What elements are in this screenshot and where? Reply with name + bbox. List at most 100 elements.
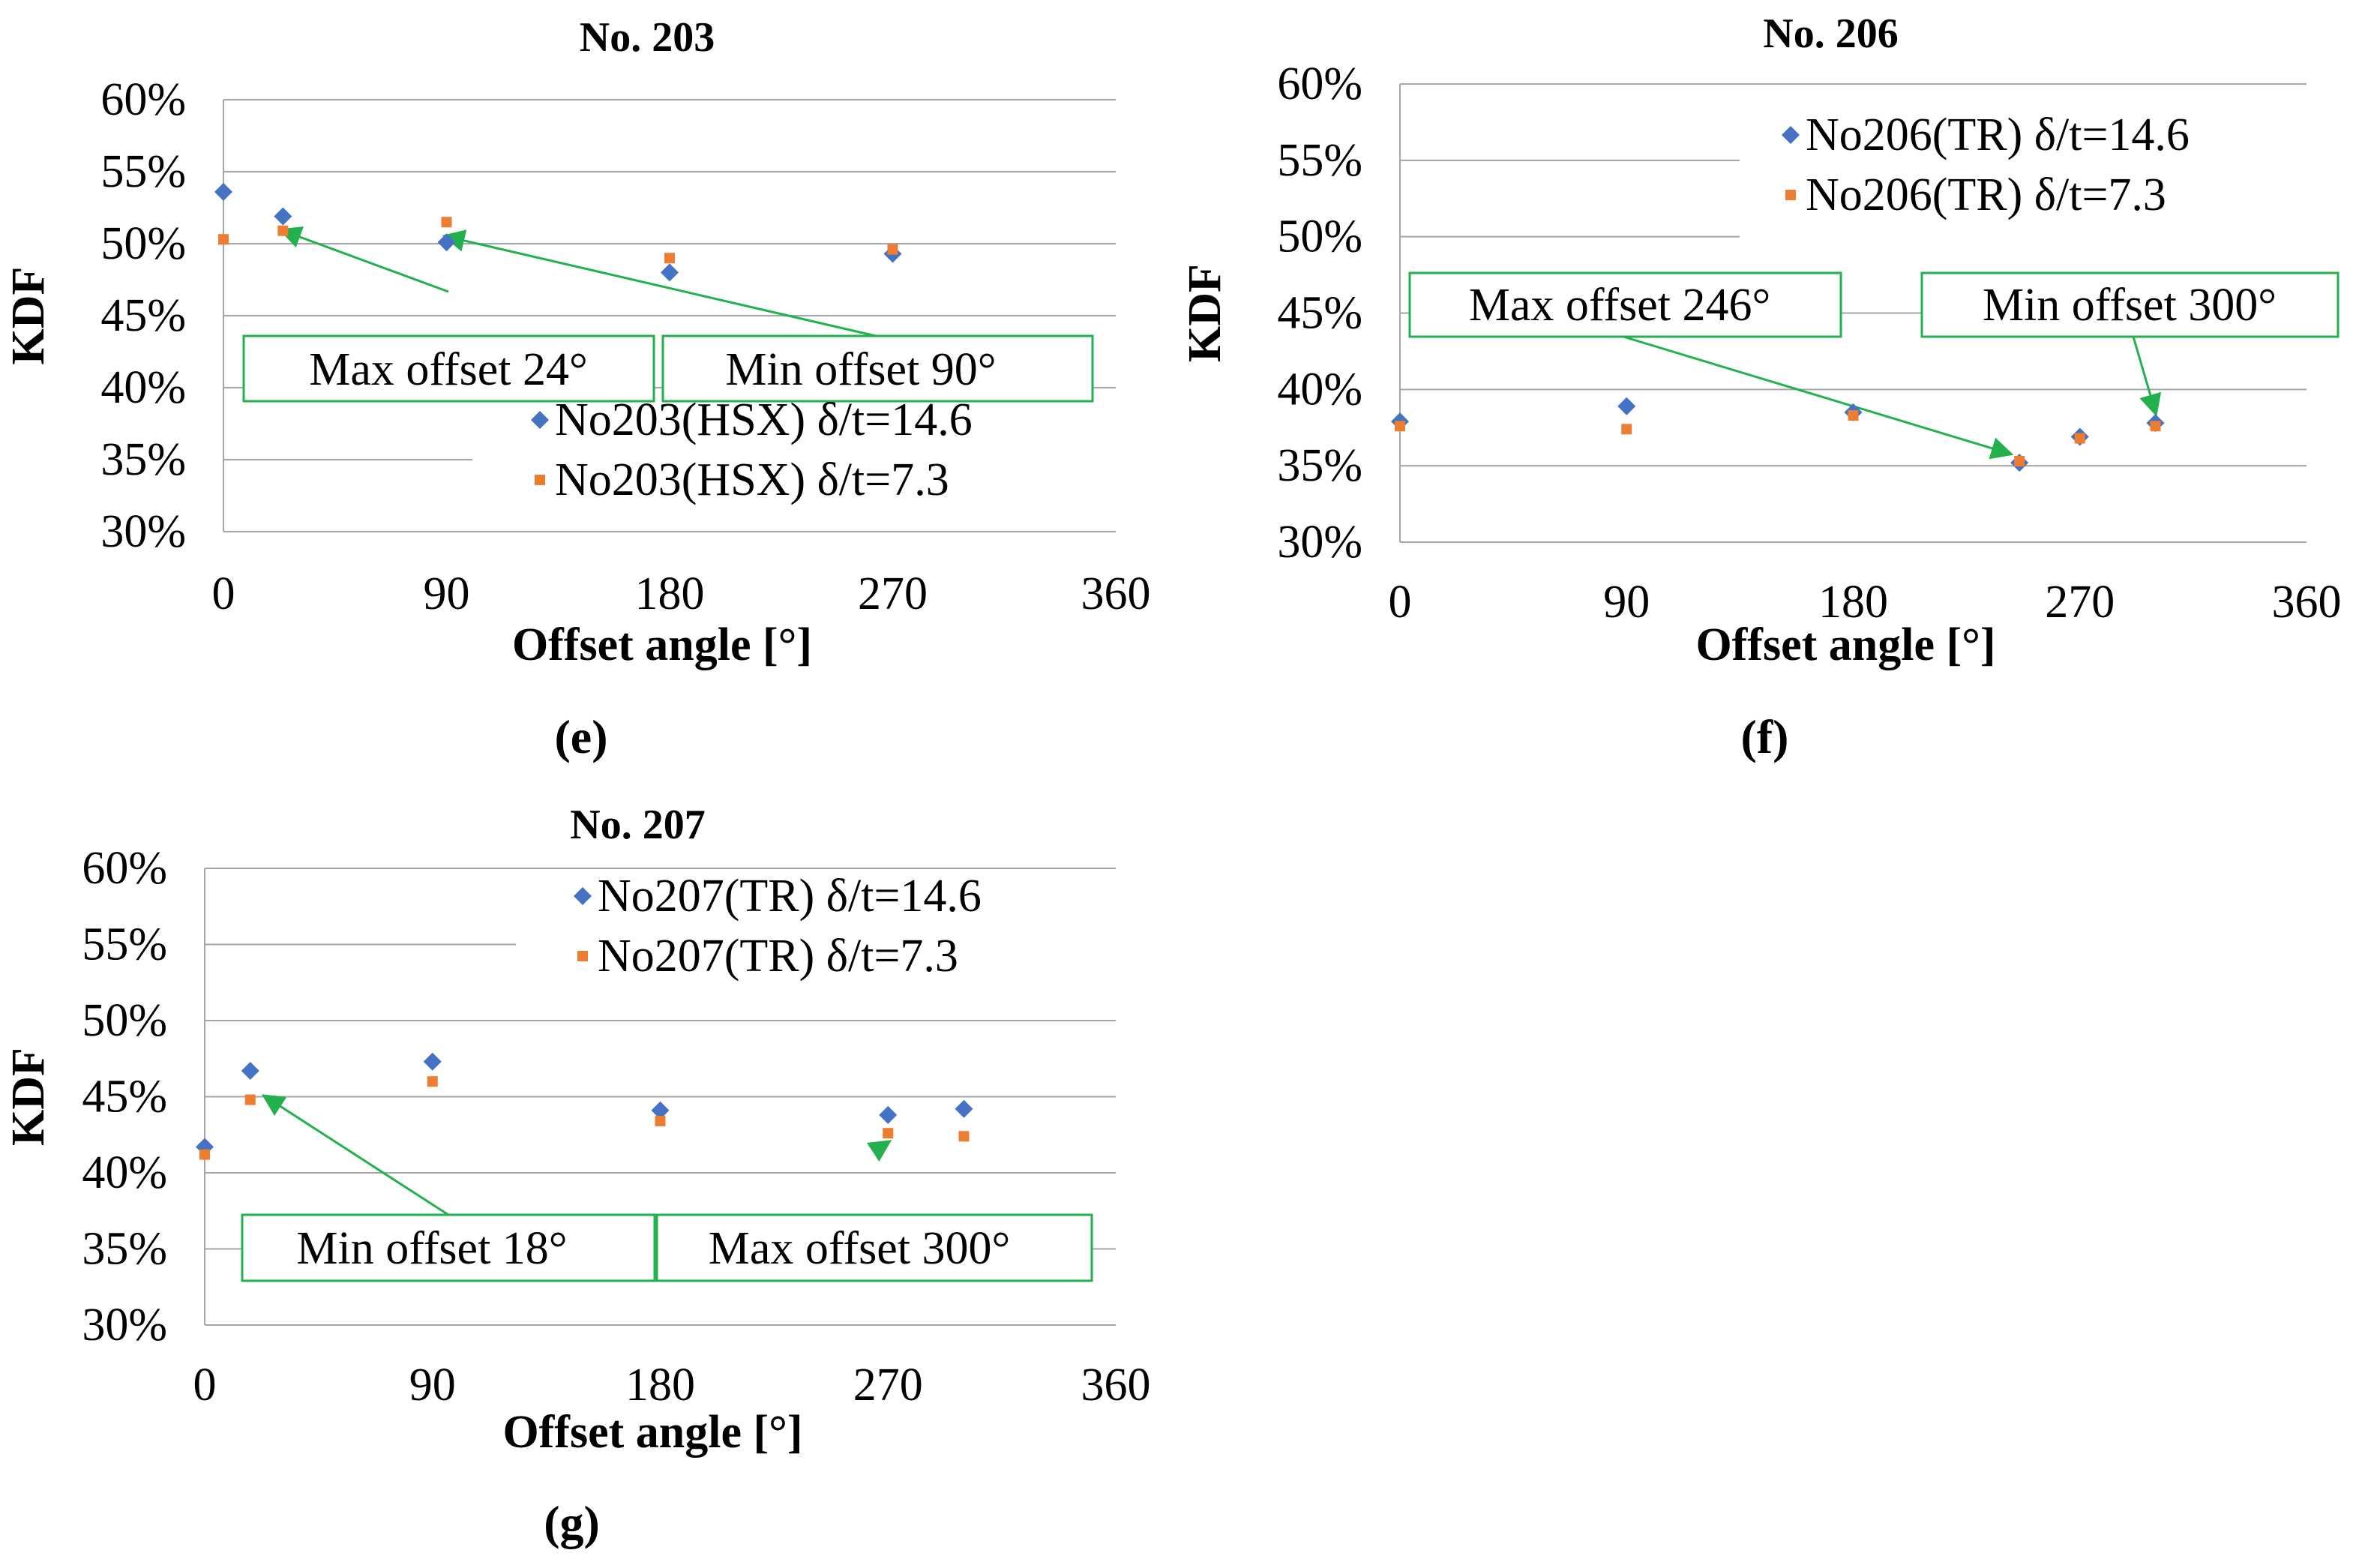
legend-label: No206(TR) δ/t=14.6	[1806, 109, 2190, 160]
data-point	[1395, 421, 1405, 432]
data-point	[2074, 433, 2085, 444]
y-tick-label: 60%	[82, 843, 167, 894]
data-point	[879, 1105, 898, 1124]
y-tick-label: 45%	[1277, 288, 1362, 339]
legend-marker	[577, 951, 588, 961]
legend-marker	[531, 411, 549, 429]
data-point	[1617, 397, 1636, 415]
x-tick-label: 270	[2045, 577, 2115, 628]
x-tick-label: 270	[853, 1360, 923, 1411]
y-tick-label: 55%	[82, 919, 167, 970]
chart-g: No. 207 30% 35% 40% 45% 50% 55% 60% 0 90 180 270 360…	[3, 802, 1151, 1549]
data-point	[441, 217, 452, 228]
y-tick-label: 45%	[82, 1072, 167, 1123]
y-tick-label: 30%	[100, 506, 186, 557]
annotation-arrow	[2132, 336, 2162, 417]
data-point	[2014, 456, 2025, 467]
y-tick-label: 30%	[82, 1300, 167, 1351]
data-point	[437, 233, 456, 252]
y-tick-label: 60%	[100, 74, 186, 125]
y-tick-label: 50%	[1277, 211, 1362, 262]
data-point	[277, 225, 289, 236]
data-point	[1848, 409, 1859, 421]
data-point	[241, 1061, 259, 1080]
legend-label: No207(TR) δ/t=7.3	[598, 931, 958, 982]
y-tick-label: 40%	[82, 1147, 167, 1198]
annotation-text: Min offset 90°	[725, 344, 996, 395]
annotation-text: Min offset 18°	[296, 1223, 567, 1274]
annotation-arrow	[278, 226, 449, 293]
legend-marker	[574, 887, 592, 905]
x-tick-label: 360	[2272, 577, 2342, 628]
x-tick-label: 270	[858, 568, 928, 619]
annotation-arrow	[442, 229, 877, 337]
data-point	[883, 1128, 894, 1139]
x-tick-label: 180	[635, 568, 705, 619]
y-tick-label: 55%	[100, 146, 186, 197]
y-tick-label: 40%	[1277, 364, 1362, 415]
x-tick-label: 0	[212, 568, 235, 619]
x-tick-label: 0	[193, 1360, 217, 1411]
x-tick-label: 180	[625, 1360, 695, 1411]
annotation-arrow	[866, 1140, 892, 1162]
y-tick-label: 35%	[100, 434, 186, 485]
chart-title: No. 206	[1763, 10, 1898, 57]
annotation-text: Max offset 24°	[309, 344, 588, 395]
annotation-text: Min offset 300°	[1983, 280, 2277, 331]
data-point	[651, 1101, 670, 1120]
y-tick-label: 35%	[82, 1224, 167, 1275]
data-point	[655, 1115, 666, 1126]
annotation-text: Max offset 246°	[1469, 280, 1771, 331]
annotation-arrow	[261, 1094, 449, 1216]
annotation-box	[661, 334, 1094, 403]
data-point	[218, 234, 229, 245]
legend-label: No203(HSX) δ/t=7.3	[555, 454, 949, 505]
legend-label: No203(HSX) δ/t=14.6	[555, 394, 973, 445]
y-tick-label: 45%	[100, 290, 186, 341]
chart-e: No. 203 30% 35% 40% 45% 50% 55% 60% 0 90 180 270 360…	[3, 14, 1151, 763]
x-tick-label: 180	[1818, 577, 1888, 628]
panel-caption: (e)	[554, 710, 607, 763]
annotation-arrow	[1623, 335, 2014, 460]
x-tick-label: 360	[1081, 1360, 1151, 1411]
legend-marker	[1785, 190, 1796, 200]
y-axis-title: KDF	[1179, 264, 1230, 362]
chart-title: No. 203	[580, 14, 715, 61]
chart-f: No. 206 30% 35% 40% 45% 50% 55% 60% 0 90 180 270 360…	[1179, 10, 2342, 763]
y-tick-label: 30%	[1277, 517, 1362, 568]
data-point	[274, 207, 292, 226]
y-tick-label: 60%	[1277, 58, 1362, 109]
annotation-box	[242, 334, 655, 403]
legend-marker	[1782, 126, 1800, 144]
x-tick-label: 90	[409, 1360, 456, 1411]
data-point	[664, 253, 675, 264]
x-axis-title: Offset angle [°]	[502, 1407, 802, 1458]
data-point	[427, 1076, 438, 1087]
data-point	[955, 1099, 973, 1118]
x-tick-label: 0	[1389, 577, 1412, 628]
data-point	[887, 244, 898, 255]
data-point	[244, 1094, 256, 1105]
data-point	[661, 263, 679, 282]
data-point	[214, 182, 232, 201]
y-tick-label: 50%	[100, 218, 186, 269]
data-point	[199, 1149, 210, 1160]
data-point	[958, 1131, 970, 1142]
x-tick-label: 90	[424, 568, 470, 619]
legend-marker	[535, 475, 545, 485]
panel-caption: (f)	[1741, 710, 1789, 763]
y-axis-title: KDF	[3, 267, 54, 365]
data-point	[2150, 421, 2161, 432]
legend-label: No206(TR) δ/t=7.3	[1806, 169, 2166, 220]
annotation-text: Max offset 300°	[709, 1223, 1011, 1274]
annotation-box	[241, 1213, 656, 1282]
x-axis-title: Offset angle [°]	[512, 619, 812, 670]
data-point	[423, 1052, 442, 1071]
data-point	[1621, 424, 1632, 435]
y-tick-label: 50%	[82, 995, 167, 1046]
annotation-box	[1920, 271, 2340, 338]
y-tick-label: 55%	[1277, 135, 1362, 186]
y-tick-label: 35%	[1277, 440, 1362, 491]
x-tick-label: 90	[1603, 577, 1650, 628]
